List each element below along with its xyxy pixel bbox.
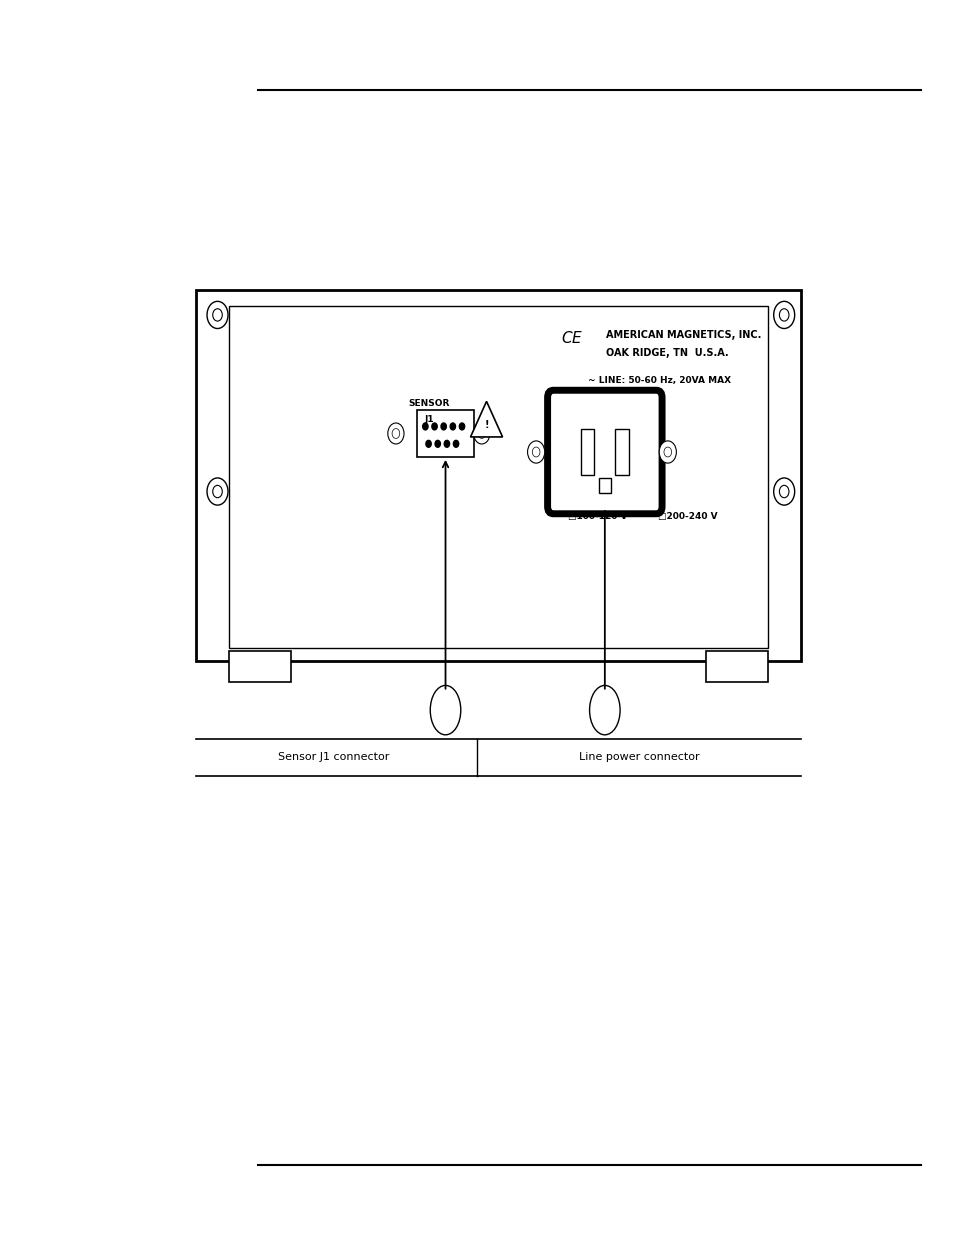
Circle shape (527, 441, 544, 463)
Text: Line power connector: Line power connector (578, 752, 699, 762)
Circle shape (453, 441, 458, 447)
Circle shape (213, 485, 222, 498)
Ellipse shape (430, 685, 460, 735)
Circle shape (213, 309, 222, 321)
Circle shape (532, 447, 539, 457)
Text: SENSOR: SENSOR (408, 399, 450, 409)
Circle shape (779, 309, 788, 321)
Circle shape (207, 478, 228, 505)
Circle shape (440, 422, 446, 430)
Bar (615, 429, 628, 475)
Circle shape (207, 301, 228, 329)
Circle shape (473, 424, 490, 445)
Bar (705, 651, 767, 682)
Text: ~ LINE: 50-60 Hz, 20VA MAX: ~ LINE: 50-60 Hz, 20VA MAX (587, 375, 730, 385)
Circle shape (450, 422, 455, 430)
Text: □200-240 V: □200-240 V (658, 511, 717, 521)
Bar (416, 410, 474, 457)
FancyBboxPatch shape (547, 390, 661, 514)
Circle shape (477, 429, 485, 438)
Bar (195, 290, 801, 661)
Polygon shape (470, 401, 502, 437)
Circle shape (425, 441, 431, 447)
Text: !: ! (484, 420, 488, 430)
Text: Sensor J1 connector: Sensor J1 connector (278, 752, 389, 762)
Circle shape (432, 422, 436, 430)
Circle shape (435, 441, 440, 447)
Circle shape (392, 429, 399, 438)
Bar (580, 429, 594, 475)
Circle shape (663, 447, 671, 457)
Text: □100-120 V: □100-120 V (567, 511, 626, 521)
Circle shape (458, 422, 464, 430)
Text: OAK RIDGE, TN  U.S.A.: OAK RIDGE, TN U.S.A. (605, 348, 728, 358)
Circle shape (773, 301, 794, 329)
Circle shape (773, 478, 794, 505)
Circle shape (444, 441, 449, 447)
Ellipse shape (589, 685, 619, 735)
Text: J1: J1 (424, 415, 434, 425)
Circle shape (779, 485, 788, 498)
Bar (229, 651, 291, 682)
Text: $\mathbf{\mathit{CE}}$: $\mathbf{\mathit{CE}}$ (560, 331, 583, 346)
Bar (598, 478, 611, 493)
Text: AMERICAN MAGNETICS, INC.: AMERICAN MAGNETICS, INC. (605, 330, 760, 340)
Circle shape (659, 441, 676, 463)
Circle shape (387, 424, 403, 445)
Bar (229, 306, 767, 648)
Circle shape (422, 422, 428, 430)
